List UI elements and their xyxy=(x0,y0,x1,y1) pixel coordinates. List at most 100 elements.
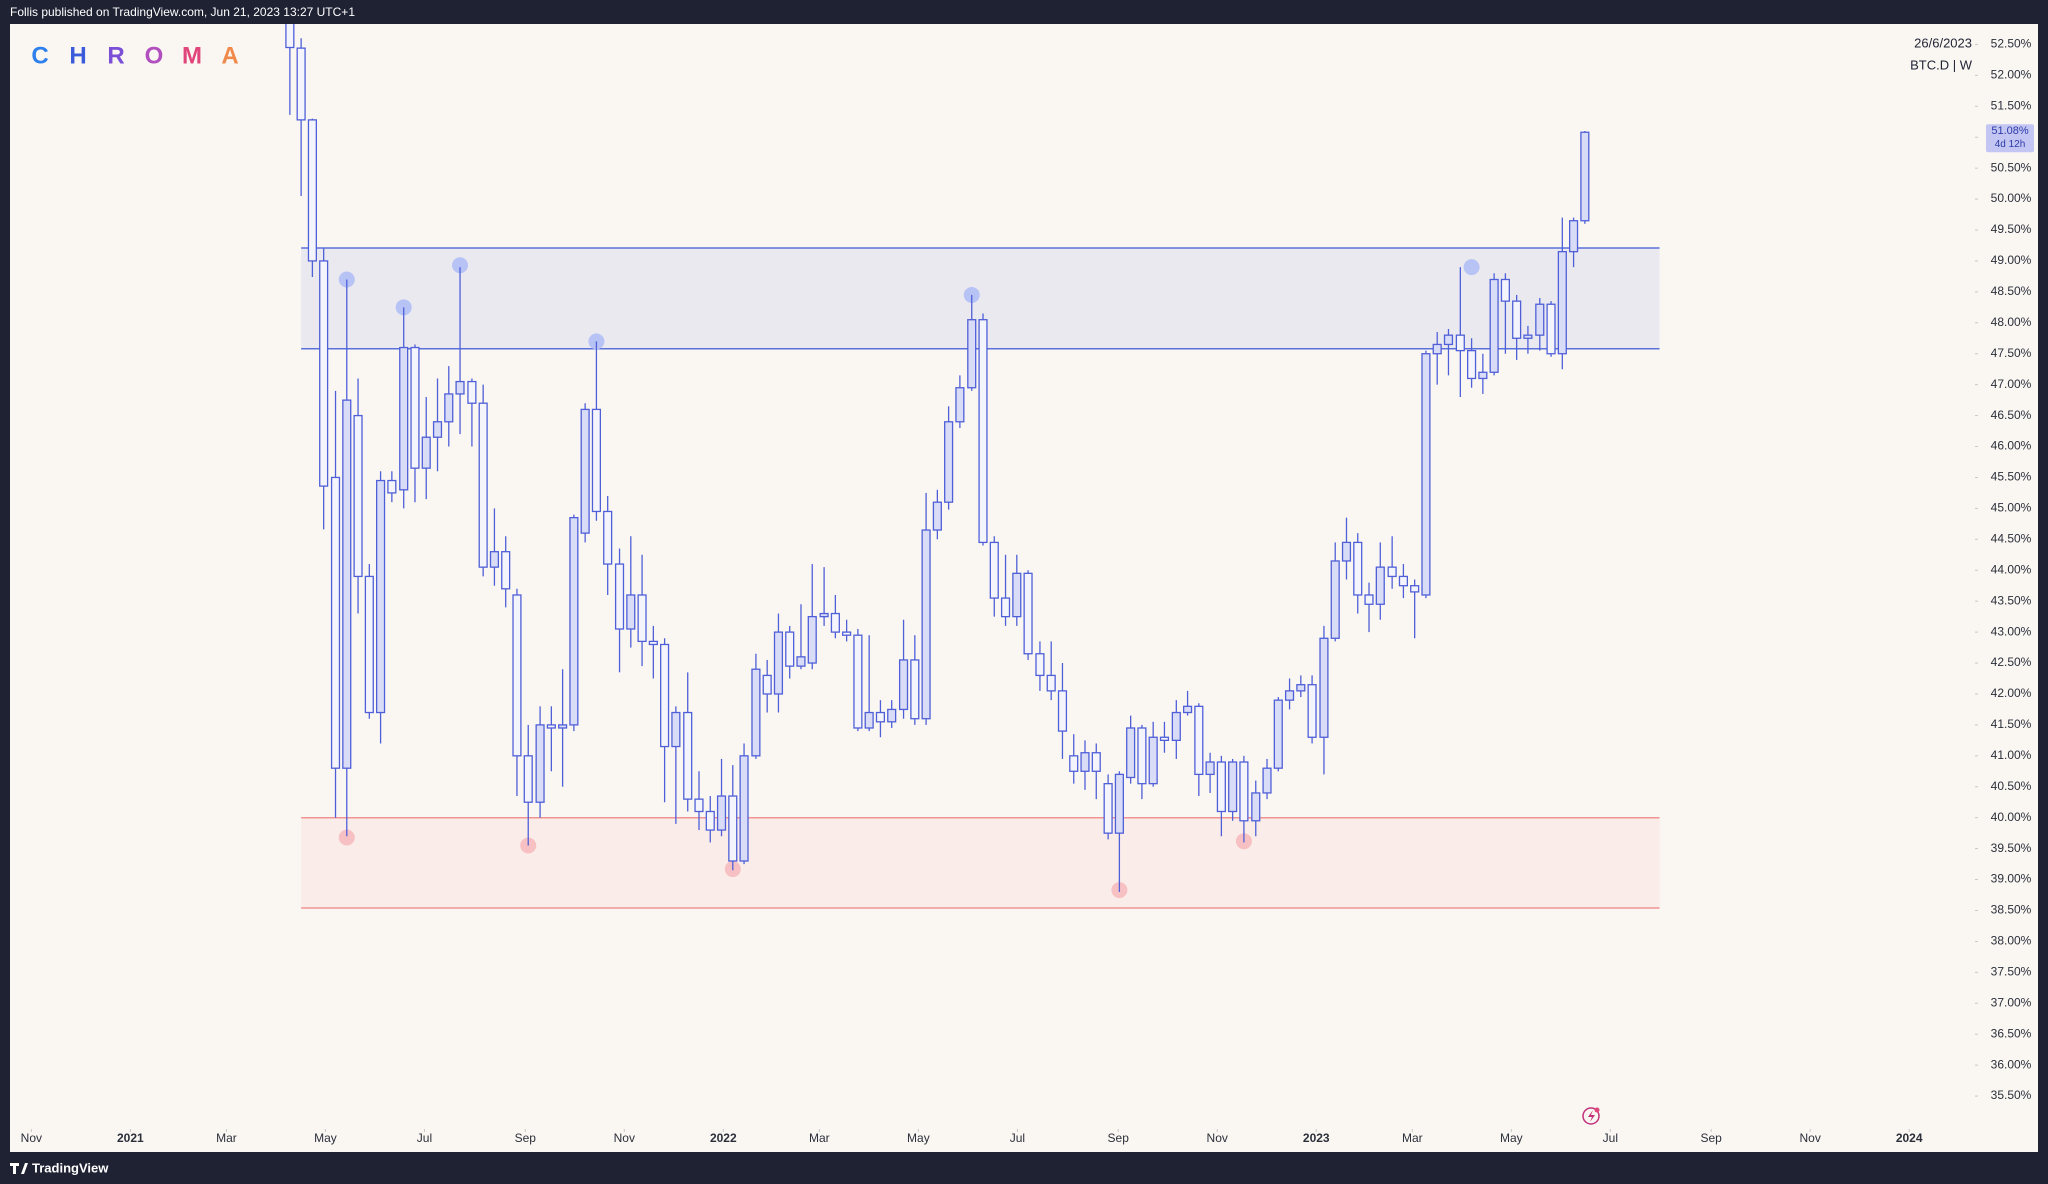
candle-body xyxy=(603,510,613,565)
candle-body xyxy=(1330,560,1340,639)
y-tick-label: 43.00% xyxy=(1991,624,2032,638)
candle-body xyxy=(580,408,590,534)
candle-body xyxy=(1443,334,1454,346)
symbol-label: BTC.D | W xyxy=(1910,57,1973,72)
last-price-box xyxy=(1986,124,2034,153)
candle-body xyxy=(1568,220,1579,253)
candle-body xyxy=(1307,684,1317,738)
x-tick-label: Jul xyxy=(417,1131,432,1145)
last-price-label: 51.08% xyxy=(1991,125,2029,137)
candle-body xyxy=(330,476,341,769)
candle-body xyxy=(489,551,500,568)
candle-body xyxy=(1375,566,1385,605)
y-tick-label: 47.00% xyxy=(1991,377,2032,391)
candle-body xyxy=(989,541,999,599)
candle-body xyxy=(1410,585,1420,593)
alert-icon xyxy=(1582,1107,1600,1125)
x-tick-label: Mar xyxy=(216,1131,237,1145)
candle-body xyxy=(614,563,625,630)
x-tick-label: Mar xyxy=(1402,1131,1423,1145)
candle-body xyxy=(1557,251,1567,355)
candle-body xyxy=(375,479,386,714)
candle-body xyxy=(285,24,295,49)
candle-body xyxy=(523,755,533,803)
candle-body xyxy=(626,594,636,630)
candle-body xyxy=(1057,690,1068,732)
x-tick-label: Jul xyxy=(1010,1131,1025,1145)
y-tick-label: 40.00% xyxy=(1991,810,2032,824)
y-tick-label: 40.50% xyxy=(1991,779,2032,793)
candle-body xyxy=(1387,566,1397,578)
candle-body xyxy=(1455,334,1465,352)
candle-body xyxy=(591,408,602,513)
y-tick-label: 35.50% xyxy=(1991,1088,2032,1102)
candle-body xyxy=(1012,572,1022,618)
candle-body xyxy=(1489,278,1499,373)
x-tick-label: Nov xyxy=(1799,1131,1820,1145)
candle-body xyxy=(1580,131,1590,222)
candle-body xyxy=(1500,278,1510,302)
candle-body xyxy=(842,631,852,636)
candle-body xyxy=(1546,303,1556,355)
y-tick-label: 50.50% xyxy=(1991,160,2032,174)
candle-body xyxy=(307,119,317,262)
x-tick-label: 2022 xyxy=(710,1131,737,1145)
candle-body xyxy=(467,380,477,404)
y-tick-label: 47.50% xyxy=(1991,346,2032,360)
x-tick-label: Sep xyxy=(515,1131,537,1145)
candle-body xyxy=(955,387,965,423)
watermark-letter: H xyxy=(69,42,86,69)
candle-body xyxy=(887,708,897,723)
y-tick-label: 46.00% xyxy=(1991,439,2032,453)
candle-body xyxy=(898,659,909,711)
x-tick-label: 2021 xyxy=(117,1131,144,1145)
y-tick-label: 37.00% xyxy=(1991,995,2032,1009)
y-tick-label: 48.00% xyxy=(1991,315,2032,329)
y-tick-label: 39.50% xyxy=(1991,841,2032,855)
y-tick-label: 42.50% xyxy=(1991,655,2032,669)
candle-body xyxy=(1069,755,1079,772)
candle-body xyxy=(1353,541,1363,596)
candle-body xyxy=(921,529,931,720)
candle-body xyxy=(353,414,363,578)
pivot-marker xyxy=(1463,259,1480,276)
candle-body xyxy=(1251,792,1261,822)
candle-body xyxy=(716,795,727,831)
candle-body xyxy=(387,479,397,494)
candle-body xyxy=(1171,711,1181,742)
candle-body xyxy=(671,711,681,748)
candle-body xyxy=(1535,303,1545,336)
candle-body xyxy=(364,575,374,714)
candle-body xyxy=(535,724,545,803)
y-tick-label: 49.00% xyxy=(1991,253,2032,267)
candle-body xyxy=(762,674,772,695)
y-tick-label: 45.00% xyxy=(1991,501,2032,515)
y-tick-label: 48.50% xyxy=(1991,284,2032,298)
candle-body xyxy=(1296,684,1306,692)
y-tick-label: 38.50% xyxy=(1991,903,2032,917)
candle-body xyxy=(432,421,443,438)
y-tick-label: 49.50% xyxy=(1991,222,2032,236)
y-tick-label: 50.00% xyxy=(1991,191,2032,205)
candle-body xyxy=(1023,572,1033,655)
candle-body xyxy=(807,615,817,664)
x-tick-label: 2023 xyxy=(1303,1131,1330,1145)
x-tick-label: Jul xyxy=(1603,1131,1618,1145)
candle-body xyxy=(660,643,670,748)
y-tick-label: 36.00% xyxy=(1991,1057,2032,1071)
candle-body xyxy=(1398,575,1408,587)
y-tick-label: 44.50% xyxy=(1991,531,2032,545)
y-tick-label: 45.50% xyxy=(1991,470,2032,484)
candle-body xyxy=(1228,761,1238,813)
y-tick-label: 44.00% xyxy=(1991,562,2032,576)
candle-body xyxy=(819,612,829,618)
candle-body xyxy=(694,798,704,813)
candle-body xyxy=(1216,761,1226,813)
candle-body xyxy=(342,399,352,769)
y-tick-label: 38.00% xyxy=(1991,934,2032,948)
candle-body xyxy=(1364,594,1374,605)
y-tick-label: 41.00% xyxy=(1991,748,2032,762)
candle-body xyxy=(444,393,454,423)
candle-body xyxy=(1205,761,1215,776)
countdown-label: 4d 12h xyxy=(1995,139,2026,150)
